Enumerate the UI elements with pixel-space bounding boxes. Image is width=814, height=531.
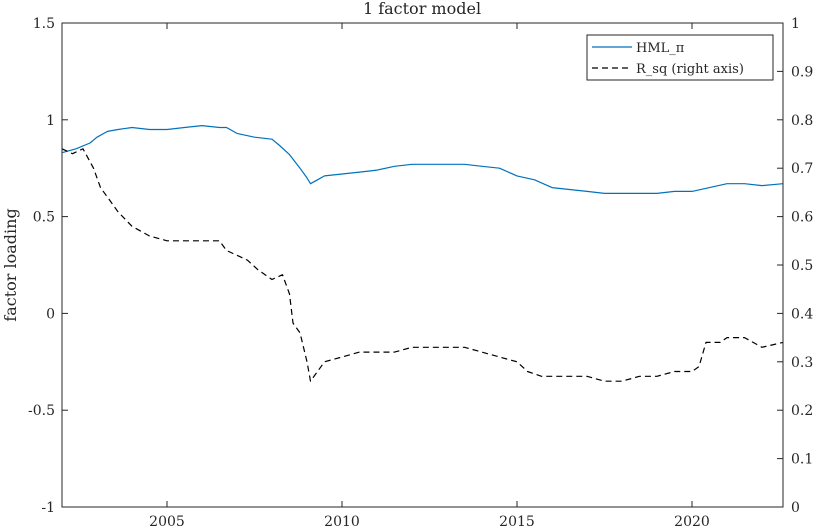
legend-label-hml: HML_π xyxy=(636,41,685,56)
y-left-tick-label: -0.5 xyxy=(28,403,55,419)
y-right-tick-label: 0.8 xyxy=(791,113,813,129)
x-tick-label: 2020 xyxy=(674,514,710,530)
series-line-hml xyxy=(61,124,784,194)
plot-area xyxy=(62,23,783,507)
y-axis-label: factor loading xyxy=(1,208,20,321)
series-layer xyxy=(61,124,784,382)
legend-label-rsq: R_sq (right axis) xyxy=(636,62,744,77)
series-line-rsq xyxy=(61,148,784,382)
y-right-tick-label: 1 xyxy=(791,16,800,32)
y-right-tick-label: 0 xyxy=(791,500,800,516)
y-right-tick-label: 0.9 xyxy=(791,64,813,80)
plot-background xyxy=(62,23,783,507)
y-left-tick-label: 0 xyxy=(46,306,55,322)
y-left-tick-label: 1 xyxy=(46,113,55,129)
y-right-tick-label: 0.7 xyxy=(791,161,813,177)
ticks-layer: 2005 2010 2015 2020 -1 -0.5 0 0.5 1 1.5 0 0.1 0.2 0.3… xyxy=(28,16,813,530)
x-tick-label: 2015 xyxy=(499,514,535,530)
legend-box xyxy=(586,34,774,81)
x-tick-label: 2010 xyxy=(324,514,360,530)
x-tick-label: 2005 xyxy=(149,514,185,530)
y-right-tick-label: 0.4 xyxy=(791,306,813,322)
y-right-tick-label: 0.5 xyxy=(791,258,813,274)
y-left-tick-label: 0.5 xyxy=(33,210,55,226)
y-right-tick-label: 0.3 xyxy=(791,355,813,371)
y-left-tick-label: -1 xyxy=(41,500,55,516)
y-right-tick-label: 0.2 xyxy=(791,403,813,419)
legend: HML_π R_sq (right axis) xyxy=(586,34,774,81)
y-left-tick-label: 1.5 xyxy=(33,16,55,32)
y-right-tick-label: 0.1 xyxy=(791,452,813,468)
chart-title: 1 factor model xyxy=(363,0,481,18)
y-right-tick-label: 0.6 xyxy=(791,210,813,226)
